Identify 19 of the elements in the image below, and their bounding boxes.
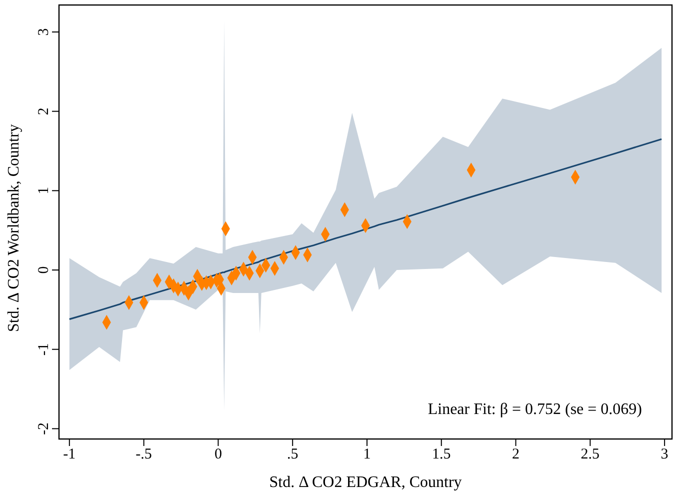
x-tick-label: 2.5 [580,446,600,463]
y-tick-label: 0 [36,266,52,274]
x-tick-label: -1 [63,446,76,463]
x-tick-label: 2 [512,446,520,463]
x-tick-label: 0 [214,446,222,463]
annotation: Linear Fit: β = 0.752 (se = 0.069) [428,401,642,418]
x-tick-label: .5 [286,446,298,463]
y-tick-label: 1 [36,186,52,194]
y-tick-label: 2 [36,108,52,116]
x-axis-title: Std. Δ CO2 EDGAR, Country [269,474,462,491]
x-tick-label: 1 [363,446,371,463]
y-tick-label: -2 [36,422,52,435]
y-axis-title: Std. Δ CO2 Worldbank, Country [6,124,23,332]
x-tick-label: 3 [660,446,668,463]
x-tick-label: 1.5 [432,446,451,463]
y-tick-label: -1 [36,343,52,356]
line-series [68,138,662,320]
x-tick-label: -.5 [136,446,152,463]
y-tick-label: 3 [36,28,52,36]
